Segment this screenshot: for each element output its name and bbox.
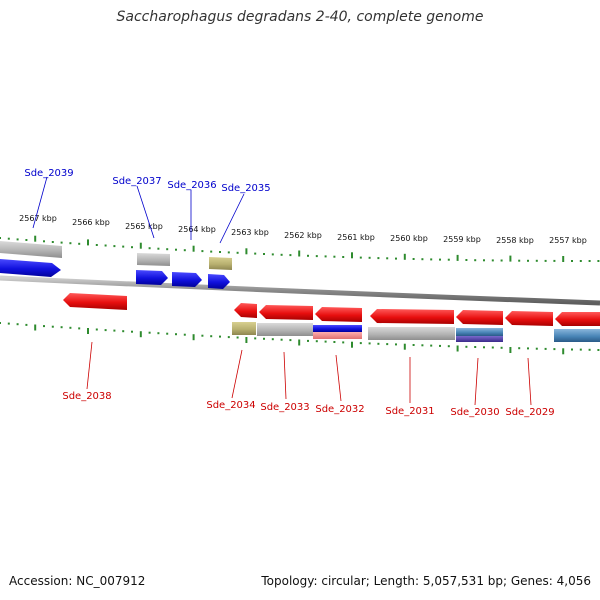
kbp-tick-label: 2564 kbp	[178, 225, 216, 234]
genome-summary: Topology: circular; Length: 5,057,531 bp…	[261, 574, 591, 588]
kbp-tick-label: 2558 kbp	[496, 236, 534, 245]
forward-olive-bar[interactable]	[209, 257, 232, 270]
gene-label[interactable]: Sde_2039	[24, 168, 73, 179]
gene-label[interactable]: Sde_2036	[167, 180, 216, 191]
leader-line	[86, 341, 93, 390]
reverse-gene-arrow[interactable]	[555, 312, 600, 326]
kbp-tick-label: 2559 kbp	[443, 235, 481, 244]
gene-label[interactable]: Sde_2032	[315, 404, 364, 415]
forward-gene-track	[0, 259, 230, 289]
forward-gene-arrow[interactable]	[172, 272, 202, 287]
reverse-steel-bar[interactable]	[554, 329, 600, 342]
reverse-gene-arrow[interactable]	[456, 310, 503, 325]
kbp-scale: 2567 kbp 2566 kbp 2565 kbp 2564 kbp 2563…	[19, 214, 587, 245]
reverse-steel-bar[interactable]	[456, 328, 503, 336]
leader-line	[32, 176, 48, 229]
leader-line	[231, 349, 243, 399]
reverse-pink-bar[interactable]	[313, 332, 362, 339]
kbp-tick-label: 2562 kbp	[284, 231, 322, 240]
reverse-gene-arrow[interactable]	[63, 293, 127, 310]
kbp-tick-label: 2560 kbp	[390, 234, 428, 243]
reverse-gene-arrow[interactable]	[370, 309, 454, 324]
gene-label[interactable]: Sde_2034	[206, 400, 255, 411]
reverse-gene-arrow[interactable]	[234, 303, 257, 318]
leader-line	[136, 185, 155, 239]
genome-backbone	[0, 275, 600, 306]
reverse-olive-bar[interactable]	[232, 322, 256, 335]
forward-gene-labels: Sde_2039 Sde_2037 Sde_2036 Sde_2035	[24, 168, 271, 244]
reverse-gene-labels: Sde_2038 Sde_2034 Sde_2033 Sde_2032 Sde_…	[62, 341, 555, 418]
forward-gray-bar[interactable]	[0, 241, 62, 258]
forward-gene-arrow[interactable]	[208, 274, 230, 289]
leader-line	[283, 351, 287, 400]
gene-label[interactable]: Sde_2037	[112, 176, 161, 187]
accession-label: Accession: NC_007912	[9, 574, 146, 588]
leader-line	[527, 357, 532, 406]
reverse-annotation-track	[232, 322, 600, 342]
kbp-tick-label: 2565 kbp	[125, 222, 163, 231]
gene-label[interactable]: Sde_2031	[385, 406, 434, 417]
reverse-gene-arrow[interactable]	[315, 307, 362, 322]
reverse-gene-arrow[interactable]	[259, 305, 313, 320]
kbp-tick-label: 2557 kbp	[549, 236, 587, 245]
reverse-gene-track	[63, 293, 600, 326]
reverse-indigo-bar[interactable]	[456, 336, 503, 342]
kbp-tick-label: 2563 kbp	[231, 228, 269, 237]
forward-gray-bar[interactable]	[137, 253, 170, 266]
outer-tick-row	[0, 235, 600, 262]
gene-label[interactable]: Sde_2038	[62, 391, 111, 402]
forward-gene-arrow[interactable]	[136, 270, 168, 285]
gene-label[interactable]: Sde_2029	[505, 407, 554, 418]
leader-line	[335, 354, 342, 402]
inner-tick-row	[0, 322, 600, 355]
gene-label[interactable]: Sde_2030	[450, 407, 499, 418]
map-title: Saccharophagus degradans 2-40, complete …	[116, 9, 484, 25]
reverse-gray-bar[interactable]	[368, 327, 455, 340]
reverse-blue-bar[interactable]	[313, 325, 362, 332]
reverse-gene-arrow[interactable]	[505, 311, 553, 326]
forward-gene-arrow[interactable]	[0, 259, 61, 277]
forward-annotation-track	[0, 241, 232, 270]
kbp-tick-label: 2567 kbp	[19, 214, 57, 223]
leader-line	[474, 357, 479, 406]
gene-label[interactable]: Sde_2033	[260, 402, 309, 413]
reverse-gray-bar[interactable]	[257, 323, 313, 336]
leader-line	[219, 193, 245, 244]
kbp-tick-label: 2566 kbp	[72, 218, 110, 227]
kbp-tick-label: 2561 kbp	[337, 233, 375, 242]
gene-label[interactable]: Sde_2035	[221, 183, 270, 194]
